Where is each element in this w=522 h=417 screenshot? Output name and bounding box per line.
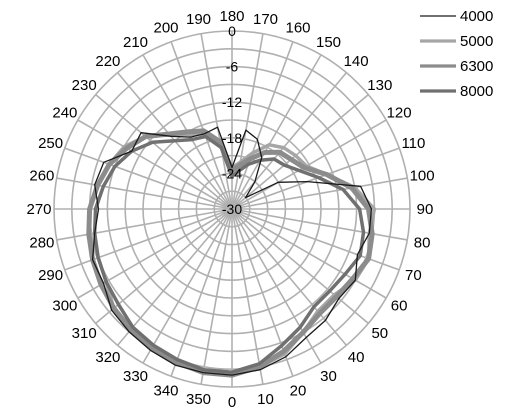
legend-label-6300: 6300 <box>460 58 493 75</box>
angle-label: 320 <box>95 349 120 366</box>
grid-spoke <box>231 208 264 385</box>
radial-label: -24 <box>222 165 242 181</box>
grid-spoke <box>231 177 408 210</box>
grid-spoke <box>231 208 294 377</box>
angle-label: 80 <box>414 235 431 252</box>
angle-label: 300 <box>52 298 77 315</box>
grid-spoke <box>231 93 369 210</box>
series-line-8000 <box>92 134 366 374</box>
legend-label-8000: 8000 <box>460 83 493 100</box>
grid-spoke <box>231 208 348 346</box>
angle-label: 100 <box>410 168 435 185</box>
angle-label: 290 <box>38 267 63 284</box>
grid-spoke <box>231 54 322 210</box>
angle-label: 220 <box>95 53 120 70</box>
series-line-6300 <box>86 128 375 378</box>
grid-spoke <box>231 33 264 210</box>
grid-spoke <box>200 33 233 210</box>
radial-label: -6 <box>226 59 239 75</box>
angle-label: 170 <box>253 11 278 28</box>
angle-label: 40 <box>348 349 365 366</box>
grid-spoke <box>170 41 233 210</box>
angle-label: 50 <box>371 325 388 342</box>
angle-label: 160 <box>285 20 310 37</box>
angle-label: 260 <box>29 168 54 185</box>
angle-label: 140 <box>344 53 369 70</box>
angle-label: 190 <box>186 11 211 28</box>
angular-grid-spokes <box>54 31 410 387</box>
legend: 4000 5000 6300 8000 <box>420 8 493 100</box>
angle-label: 200 <box>153 20 178 37</box>
angle-label: 120 <box>387 105 412 122</box>
angle-label: 240 <box>52 105 77 122</box>
grid-spoke <box>95 93 233 210</box>
grid-spoke <box>231 208 369 325</box>
angle-label: 330 <box>123 368 148 385</box>
grid-spoke <box>77 119 233 210</box>
angle-label: 20 <box>290 382 307 399</box>
grid-spoke <box>231 72 348 210</box>
angle-label: 30 <box>320 368 337 385</box>
angle-label: 230 <box>72 77 97 94</box>
angle-label: 60 <box>391 298 408 315</box>
grid-spoke <box>231 208 400 271</box>
angle-label: 180 <box>219 8 244 25</box>
angle-label: 210 <box>123 34 148 51</box>
angle-label: 150 <box>316 34 341 51</box>
radial-label: 0 <box>228 23 236 39</box>
angle-label: 130 <box>367 77 392 94</box>
grid-spoke <box>170 208 233 377</box>
grid-spoke <box>116 208 233 346</box>
grid-spoke <box>231 119 387 210</box>
grid-spoke <box>200 208 233 385</box>
grid-spoke <box>56 208 233 241</box>
radial-label: -12 <box>222 94 242 110</box>
angle-label: 250 <box>38 135 63 152</box>
legend-label-5000: 5000 <box>460 33 493 50</box>
radial-label: -18 <box>222 130 242 146</box>
angle-label: 70 <box>405 267 422 284</box>
grid-spoke <box>231 41 294 210</box>
angle-label: 350 <box>186 391 211 408</box>
radial-tick-labels: 0 -6 -12 -18 -24 -30 <box>222 23 242 217</box>
radial-label: -30 <box>222 201 242 217</box>
grid-spoke <box>64 147 233 210</box>
grid-spoke <box>56 177 233 210</box>
series-line-4000 <box>91 126 373 376</box>
angle-label: 280 <box>29 235 54 252</box>
series-layer <box>86 126 377 378</box>
angle-label: 310 <box>72 325 97 342</box>
legend-label-4000: 4000 <box>460 8 493 25</box>
grid-spoke <box>231 208 408 241</box>
angle-label: 340 <box>153 382 178 399</box>
grid-spoke <box>231 147 400 210</box>
angle-label: 10 <box>257 391 274 408</box>
grid-spoke <box>142 208 233 364</box>
angle-label: 90 <box>417 201 434 218</box>
grid-spoke <box>231 208 387 299</box>
angle-label: 110 <box>401 135 425 152</box>
angle-label: 0 <box>228 394 236 411</box>
angle-label: 270 <box>26 201 51 218</box>
